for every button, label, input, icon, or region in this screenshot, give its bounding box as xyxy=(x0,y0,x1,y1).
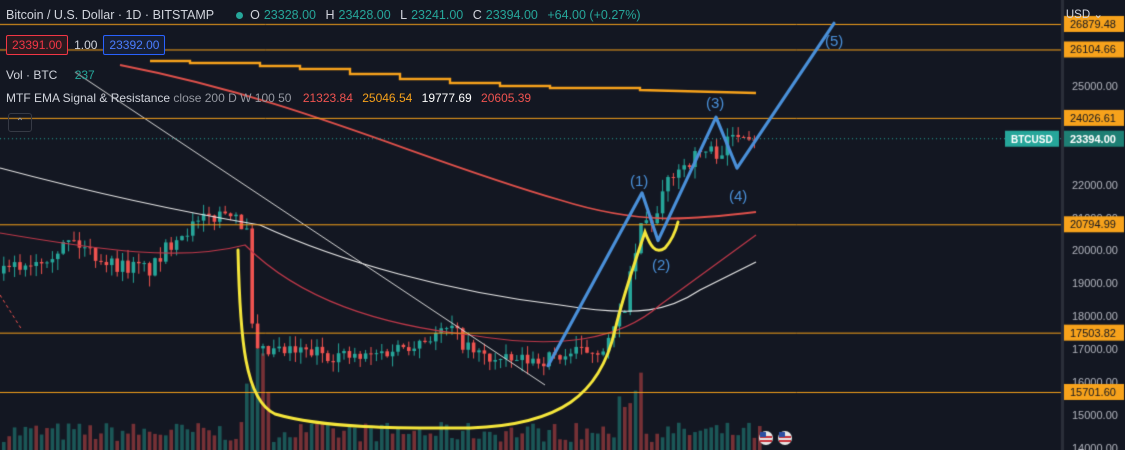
ema-value-2: 25046.54 xyxy=(362,91,413,105)
currency-selector[interactable]: USD ⌄ xyxy=(1065,9,1103,21)
volume-legend[interactable]: Vol · BTC 237 xyxy=(6,68,95,82)
sell-price-button[interactable]: 23391.00 xyxy=(6,35,69,55)
buy-price-button[interactable]: 23392.00 xyxy=(103,35,166,55)
ema-args: close 200 D W 100 50 xyxy=(173,91,292,105)
change-value: +64.00 (+0.27%) xyxy=(547,8,641,22)
ema-label: MTF EMA Signal & Resistance xyxy=(6,91,171,105)
symbol-title[interactable]: Bitcoin / U.S. Dollar · 1D · BITSTAMP xyxy=(6,8,215,22)
ema-indicator-legend[interactable]: MTF EMA Signal & Resistance close 200 D … xyxy=(6,91,531,105)
ema-value-3: 19777.69 xyxy=(421,91,472,105)
ema-value-4: 20605.39 xyxy=(481,91,532,105)
market-status-icon xyxy=(235,11,243,19)
trade-price-row: 23391.00 1.00 23392.00 xyxy=(6,35,166,55)
volume-label: Vol · BTC xyxy=(6,68,58,82)
ohlc-readout: O 23328.00 H 23428.00 L 23241.00 C 23394.00 … xyxy=(250,8,641,22)
collapse-legend-icon[interactable]: ⌃ xyxy=(8,113,32,132)
ema-value-1: 21323.84 xyxy=(302,91,353,105)
spread-value: 1.00 xyxy=(74,38,98,52)
volume-value: 237 xyxy=(74,68,95,82)
